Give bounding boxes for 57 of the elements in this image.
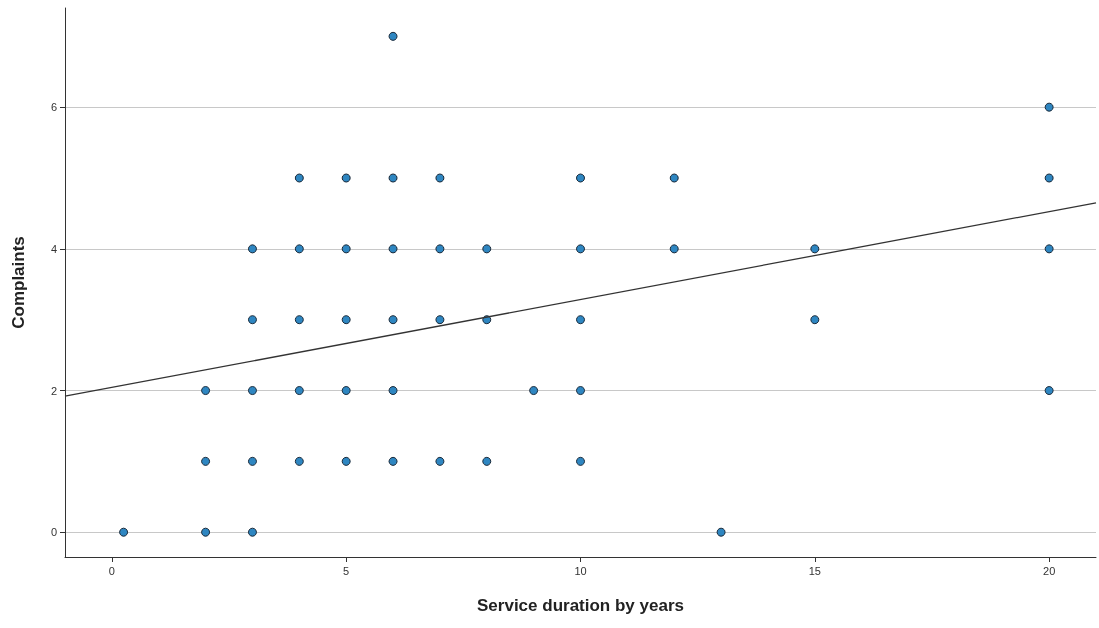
point [294, 244, 304, 254]
y-axis-title: Complaints [9, 236, 28, 329]
y-tick-label: 2 [50, 384, 57, 397]
point [294, 173, 304, 183]
point [388, 31, 398, 41]
point [576, 386, 585, 396]
point [341, 456, 351, 466]
point [810, 315, 820, 325]
point [576, 244, 585, 254]
point [201, 386, 211, 396]
y-tick-label: 6 [50, 101, 57, 114]
point [669, 173, 679, 183]
point [810, 244, 820, 254]
point [482, 244, 492, 254]
point [1044, 173, 1054, 183]
point [201, 456, 211, 466]
x-tick-label: 0 [108, 564, 115, 577]
point [247, 386, 257, 396]
point [576, 173, 585, 183]
point [247, 244, 257, 254]
point [341, 386, 351, 396]
point [435, 173, 445, 183]
point [1044, 102, 1054, 112]
point [388, 244, 398, 254]
point [388, 315, 398, 325]
point [482, 456, 492, 466]
point [388, 386, 398, 396]
point [1044, 244, 1054, 254]
y-tick-label: 0 [50, 526, 57, 539]
point [529, 386, 539, 396]
x-tick-label: 5 [343, 564, 350, 577]
x-tick-label: 20 [1043, 564, 1056, 577]
point [201, 527, 211, 537]
x-tick-label: 15 [808, 564, 821, 577]
point [341, 315, 351, 325]
point [388, 456, 398, 466]
x-tick-label: 10 [574, 564, 587, 577]
point [247, 527, 257, 537]
y-tick-label: 4 [50, 242, 57, 255]
point [247, 456, 257, 466]
point [435, 456, 445, 466]
point [576, 456, 585, 466]
point [435, 244, 445, 254]
point [294, 456, 304, 466]
point [341, 173, 351, 183]
point [669, 244, 679, 254]
point [294, 315, 304, 325]
point [716, 527, 726, 537]
x-axis-title: Service duration by years [477, 596, 684, 615]
point [1044, 386, 1054, 396]
point [119, 527, 129, 537]
point [247, 315, 257, 325]
point [341, 244, 351, 254]
point [388, 173, 398, 183]
point [576, 315, 585, 325]
point [435, 315, 445, 325]
point [294, 386, 304, 396]
